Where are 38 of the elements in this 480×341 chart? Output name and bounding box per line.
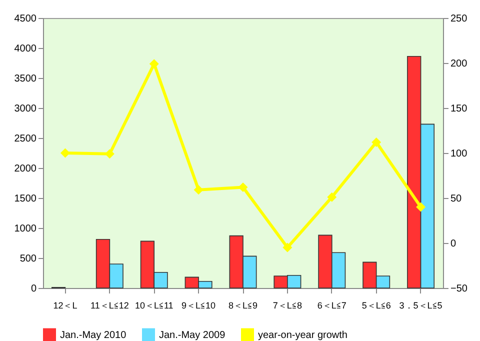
point [104,149,114,159]
y2-tick-label: 50 [450,194,462,204]
y-tick-label: 1000 [14,224,37,234]
y2-tick-label: 250 [450,14,468,24]
y2-tick-label: 200 [450,58,468,70]
x-tick-label: 7＜L≦8 [272,300,302,310]
point [149,59,159,69]
x-tick-label: 3．5＜L≦5 [399,300,442,310]
legend-label: year-on-year growth [258,330,348,341]
y-tick-label: 2000 [14,164,37,174]
y2-tick-label: 150 [450,104,468,114]
y-tick-label: 2500 [14,134,37,144]
y2-tick-label: 100 [450,148,468,160]
y-tick-label: 0 [30,284,37,294]
y2-tick-label: 0 [450,238,456,250]
point [372,137,382,147]
point [282,242,292,252]
y-tick-label: 3000 [14,104,37,114]
point [238,182,248,192]
y-tick-label: 4000 [14,44,37,54]
legend-label: Jan.-May 2009 [159,330,226,341]
y-tick-label: 3500 [14,74,37,84]
point [416,202,426,212]
x-tick-label: 8＜L≦9 [228,300,258,310]
y-tick-label: 500 [20,254,37,264]
x-tick-label: 9＜L≦10 [182,300,216,310]
x-tick-label: 11＜L≦12 [90,300,129,310]
y-tick-label: 4500 [14,14,37,24]
y-tick-label: 1500 [14,194,37,204]
x-tick-label: 5＜L≦6 [362,300,391,310]
x-tick-label: 12＜L [53,300,78,310]
y2-tick-label: −50 [450,284,468,294]
point [327,192,337,202]
point [194,185,204,195]
point [60,148,70,158]
x-tick-label: 10＜L≦11 [134,300,174,310]
legend-label: Jan.-May 2010 [60,330,127,341]
x-tick-label: 6＜L≦7 [317,300,346,310]
